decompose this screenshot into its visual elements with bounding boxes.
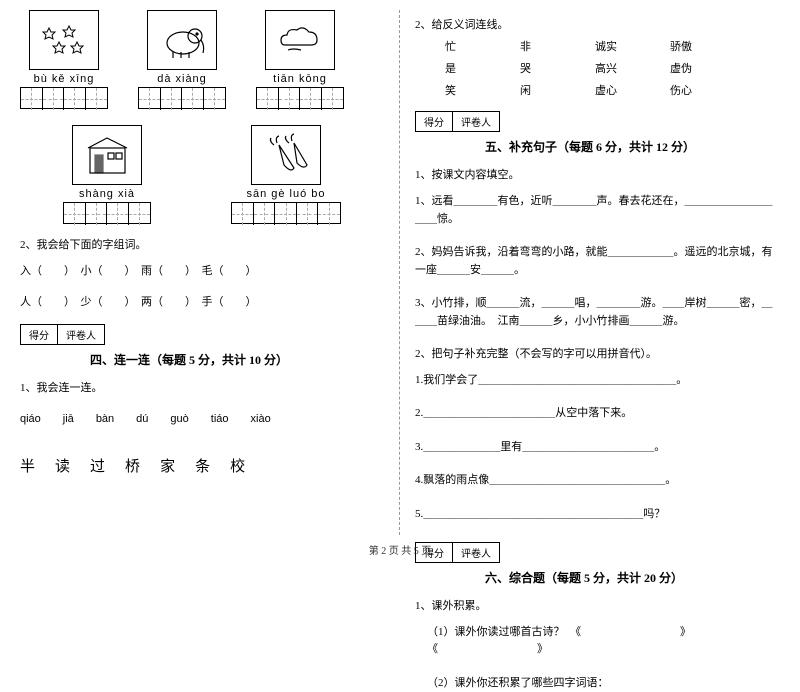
score-box-5: 得分 评卷人 xyxy=(415,111,780,132)
antonym-row: 忙非诚实骄傲 xyxy=(445,38,780,54)
fill-1c: 3、小竹排，顺＿＿＿流，＿＿＿唱，＿＿＿＿游。＿＿岸树＿＿＿密，＿＿＿苗绿油油。… xyxy=(415,295,780,330)
image-row-1: bù kě xīng dà xiàng tiān kōng xyxy=(20,10,384,109)
pinyin-2: dà xiàng xyxy=(157,73,207,85)
grader-label: 评卷人 xyxy=(57,324,105,345)
fill-2-5: 5.＿＿＿＿＿＿＿＿＿＿＿＿＿＿＿＿＿＿＿＿吗？ xyxy=(415,506,780,524)
pic-carrot: sān gè luó bo xyxy=(231,125,341,224)
sec5-q1: 1、按课文内容填空。 xyxy=(415,166,780,182)
pic-elephant: dà xiàng xyxy=(138,10,226,109)
antonym-title: 2、给反义词连线。 xyxy=(415,16,780,32)
school-icon xyxy=(72,125,142,185)
write-grid xyxy=(20,87,108,109)
cloud-icon xyxy=(265,10,335,70)
pic-school: shàng xià xyxy=(63,125,151,224)
fill-1b: 2、妈妈告诉我，沿着弯弯的小路，就能＿＿＿＿＿＿。遥远的北京城，有一座＿＿＿安＿… xyxy=(415,244,780,279)
section-5-title: 五、补充句子（每题 6 分，共计 12 分） xyxy=(485,138,780,155)
left-column: bù kě xīng dà xiàng tiān kōng xyxy=(20,10,400,535)
elephant-icon xyxy=(147,10,217,70)
sec6-q1: 1、课外积累。 xyxy=(415,597,780,613)
write-grid-5 xyxy=(231,202,341,224)
right-column: 2、给反义词连线。 忙非诚实骄傲 是哭高兴虚伪 笑闲虚心伤心 得分 评卷人 五、… xyxy=(400,10,780,535)
pic-stars: bù kě xīng xyxy=(20,10,108,109)
antonym-row: 是哭高兴虚伪 xyxy=(445,60,780,76)
fill-2-1: 1.我们学会了＿＿＿＿＿＿＿＿＿＿＿＿＿＿＿＿＿＿。 xyxy=(415,372,780,390)
grader-label: 评卷人 xyxy=(452,111,500,132)
carrot-icon xyxy=(251,125,321,185)
section-6-title: 六、综合题（每题 5 分，共计 20 分） xyxy=(485,569,780,586)
write-grid xyxy=(63,202,151,224)
stars-icon xyxy=(29,10,99,70)
fill-2-4: 4.飘落的雨点像＿＿＿＿＿＿＿＿＿＿＿＿＿＿＿＿。 xyxy=(415,472,780,490)
pic-cloud: tiān kōng xyxy=(256,10,344,109)
sec6-b: （2）课外你还积累了哪些四字词语： xyxy=(427,675,780,692)
char-row-2: 人（ ） 少（ ） 两（ ） 手（ ） xyxy=(20,293,384,309)
write-grid xyxy=(138,87,226,109)
pinyin-1: bù kě xīng xyxy=(34,73,95,85)
page-footer: 第 2 页 共 5 页 xyxy=(0,542,800,557)
score-box-4: 得分 评卷人 xyxy=(20,324,384,345)
char-row-1: 入（ ） 小（ ） 雨（ ） 毛（ ） xyxy=(20,262,384,278)
pinyin-4: shàng xià xyxy=(79,188,135,200)
fill-2-2: 2.＿＿＿＿＿＿＿＿＿＿＿＿从空中落下来。 xyxy=(415,405,780,423)
hanzi-match-row: 半读过桥家条校 xyxy=(20,455,384,476)
pinyin-match-row: qiáojiābàndúguòtiáoxiào xyxy=(20,413,384,425)
fill-2-3: 3.＿＿＿＿＿＿＿里有＿＿＿＿＿＿＿＿＿＿＿＿。 xyxy=(415,439,780,457)
sec6-a: （1）课外你读过哪首古诗？ 《 》《 》 xyxy=(427,624,780,659)
sec5-q2: 2、把句子补充完整（不会写的字可以用拼音代）。 xyxy=(415,345,780,361)
question-2: 2、我会给下面的字组词。 xyxy=(20,236,384,252)
antonym-row: 笑闲虚心伤心 xyxy=(445,82,780,98)
fill-1a: 1、远看＿＿＿＿有色，近听＿＿＿＿声。春去花还在，＿＿＿＿＿＿＿＿＿＿惊。 xyxy=(415,193,780,228)
write-grid xyxy=(256,87,344,109)
pinyin-5: sān gè luó bo xyxy=(246,188,325,200)
image-row-2: shàng xià sān gè luó bo xyxy=(20,125,384,224)
pinyin-3: tiān kōng xyxy=(273,73,327,85)
score-label: 得分 xyxy=(20,324,58,345)
score-label: 得分 xyxy=(415,111,453,132)
section-4-title: 四、连一连（每题 5 分，共计 10 分） xyxy=(90,351,384,368)
sec4-q1: 1、我会连一连。 xyxy=(20,379,384,395)
